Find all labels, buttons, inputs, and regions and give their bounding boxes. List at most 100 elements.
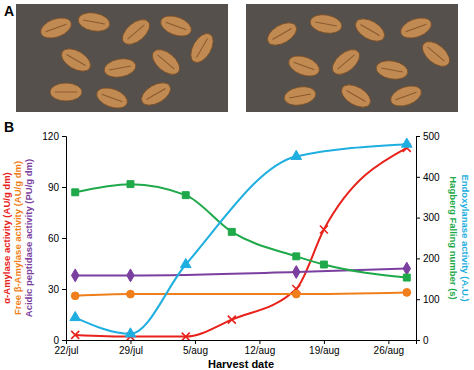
y-axis: 0306090120	[42, 131, 66, 346]
y-axis-line	[62, 137, 67, 341]
y2-tick-label: 0	[423, 335, 429, 346]
grain-body	[388, 82, 424, 110]
photo-background	[246, 4, 458, 112]
grain-body	[118, 15, 154, 49]
data-point	[71, 292, 79, 300]
grain-body	[94, 84, 130, 112]
data-point	[320, 226, 328, 234]
series	[71, 288, 410, 299]
x-tick-label: 26/aug	[374, 345, 405, 356]
y2-tick: 0	[416, 335, 429, 346]
grain	[264, 18, 301, 50]
x-tick-label: 12/aug	[245, 345, 276, 356]
x-axis-title: Harvest date	[208, 358, 274, 370]
x-tick-label: 29/jul	[119, 345, 143, 356]
data-point	[403, 262, 410, 275]
grain	[283, 84, 318, 107]
y-tick: 60	[48, 233, 66, 244]
y-tick-label: 60	[48, 233, 60, 244]
grain-body	[58, 44, 95, 76]
grain-crease	[128, 25, 145, 39]
grain	[418, 37, 454, 71]
y2-tick: 500	[416, 131, 440, 142]
grain	[286, 52, 322, 80]
data-point	[180, 258, 191, 267]
y-tick-label: 90	[48, 182, 60, 193]
y2-tick-label: 100	[423, 294, 440, 305]
y-axis-title: Free β-Amylase activity (AU/g dm)	[12, 161, 23, 315]
x-tick-mark	[259, 340, 260, 344]
grain	[186, 30, 218, 67]
plot-area	[70, 138, 412, 340]
series	[72, 181, 411, 281]
grain-body	[418, 37, 454, 71]
grain-crease	[338, 55, 355, 69]
data-point	[320, 261, 327, 268]
y2-tick-label: 400	[423, 172, 440, 183]
y2-tick: 200	[416, 253, 440, 264]
series-line	[75, 292, 407, 295]
photo	[246, 4, 458, 112]
x-tick-mark	[388, 340, 389, 344]
grain-body	[309, 12, 344, 35]
x-tick: 19/aug	[309, 340, 340, 356]
grain-crease	[360, 25, 379, 36]
grain	[338, 80, 375, 112]
grain	[148, 45, 184, 79]
y-tick-mark	[62, 340, 66, 341]
x-tick: 5/aug	[183, 340, 208, 356]
grain	[388, 82, 424, 110]
grain	[77, 10, 112, 33]
grain-crease	[109, 66, 131, 70]
grain-body	[77, 10, 112, 33]
data-point	[403, 288, 411, 296]
grain	[375, 58, 410, 81]
grain-crease	[197, 38, 208, 57]
grain-crease	[406, 24, 427, 32]
x-tick: 29/jul	[119, 340, 143, 356]
series	[71, 144, 411, 340]
grain-body	[38, 14, 74, 42]
grain-body	[186, 30, 218, 67]
data-point	[127, 290, 135, 298]
grain	[328, 45, 364, 79]
data-point	[293, 253, 300, 260]
grain-body	[375, 58, 410, 81]
photo	[16, 4, 228, 112]
data-point	[403, 274, 410, 281]
figure: AB22/jul29/jul5/aug12/aug19/aug26/augHar…	[0, 0, 474, 370]
data-point	[125, 328, 136, 337]
y2-tick: 100	[416, 294, 440, 305]
grain	[138, 78, 175, 110]
grain-crease	[66, 55, 85, 66]
y2-axis-title: Hagberg Falling number (s)	[448, 176, 459, 300]
data-point	[72, 189, 79, 196]
y-tick-label: 0	[53, 335, 59, 346]
y-tick-mark	[62, 238, 66, 239]
grain	[352, 14, 389, 46]
data-point	[292, 290, 300, 298]
y2-tick-label: 300	[423, 212, 440, 223]
grain-crease	[289, 94, 311, 98]
grain	[58, 44, 95, 76]
y2-tick-mark	[416, 258, 420, 259]
y2-tick-mark	[416, 299, 420, 300]
y2-tick-mark	[416, 340, 420, 341]
panel-label: A	[4, 3, 14, 19]
x-axis: 22/jul29/jul5/aug12/aug19/aug26/aug	[55, 340, 417, 356]
grain-crease	[294, 62, 315, 70]
x-tick-mark	[324, 340, 325, 344]
y-axis-title: α-Amylase activity (AU/g dm)	[1, 172, 12, 303]
grain-body	[398, 14, 434, 42]
grain	[398, 14, 434, 42]
grain-crease	[381, 68, 403, 72]
grain-body	[138, 78, 175, 110]
grain-body	[328, 45, 364, 79]
data-point	[228, 228, 235, 235]
y2-tick: 400	[416, 172, 440, 183]
grain-body	[338, 80, 375, 112]
data-point	[402, 138, 413, 147]
y2-tick-mark	[416, 218, 420, 219]
data-point	[182, 333, 190, 340]
y-tick-mark	[62, 136, 66, 137]
